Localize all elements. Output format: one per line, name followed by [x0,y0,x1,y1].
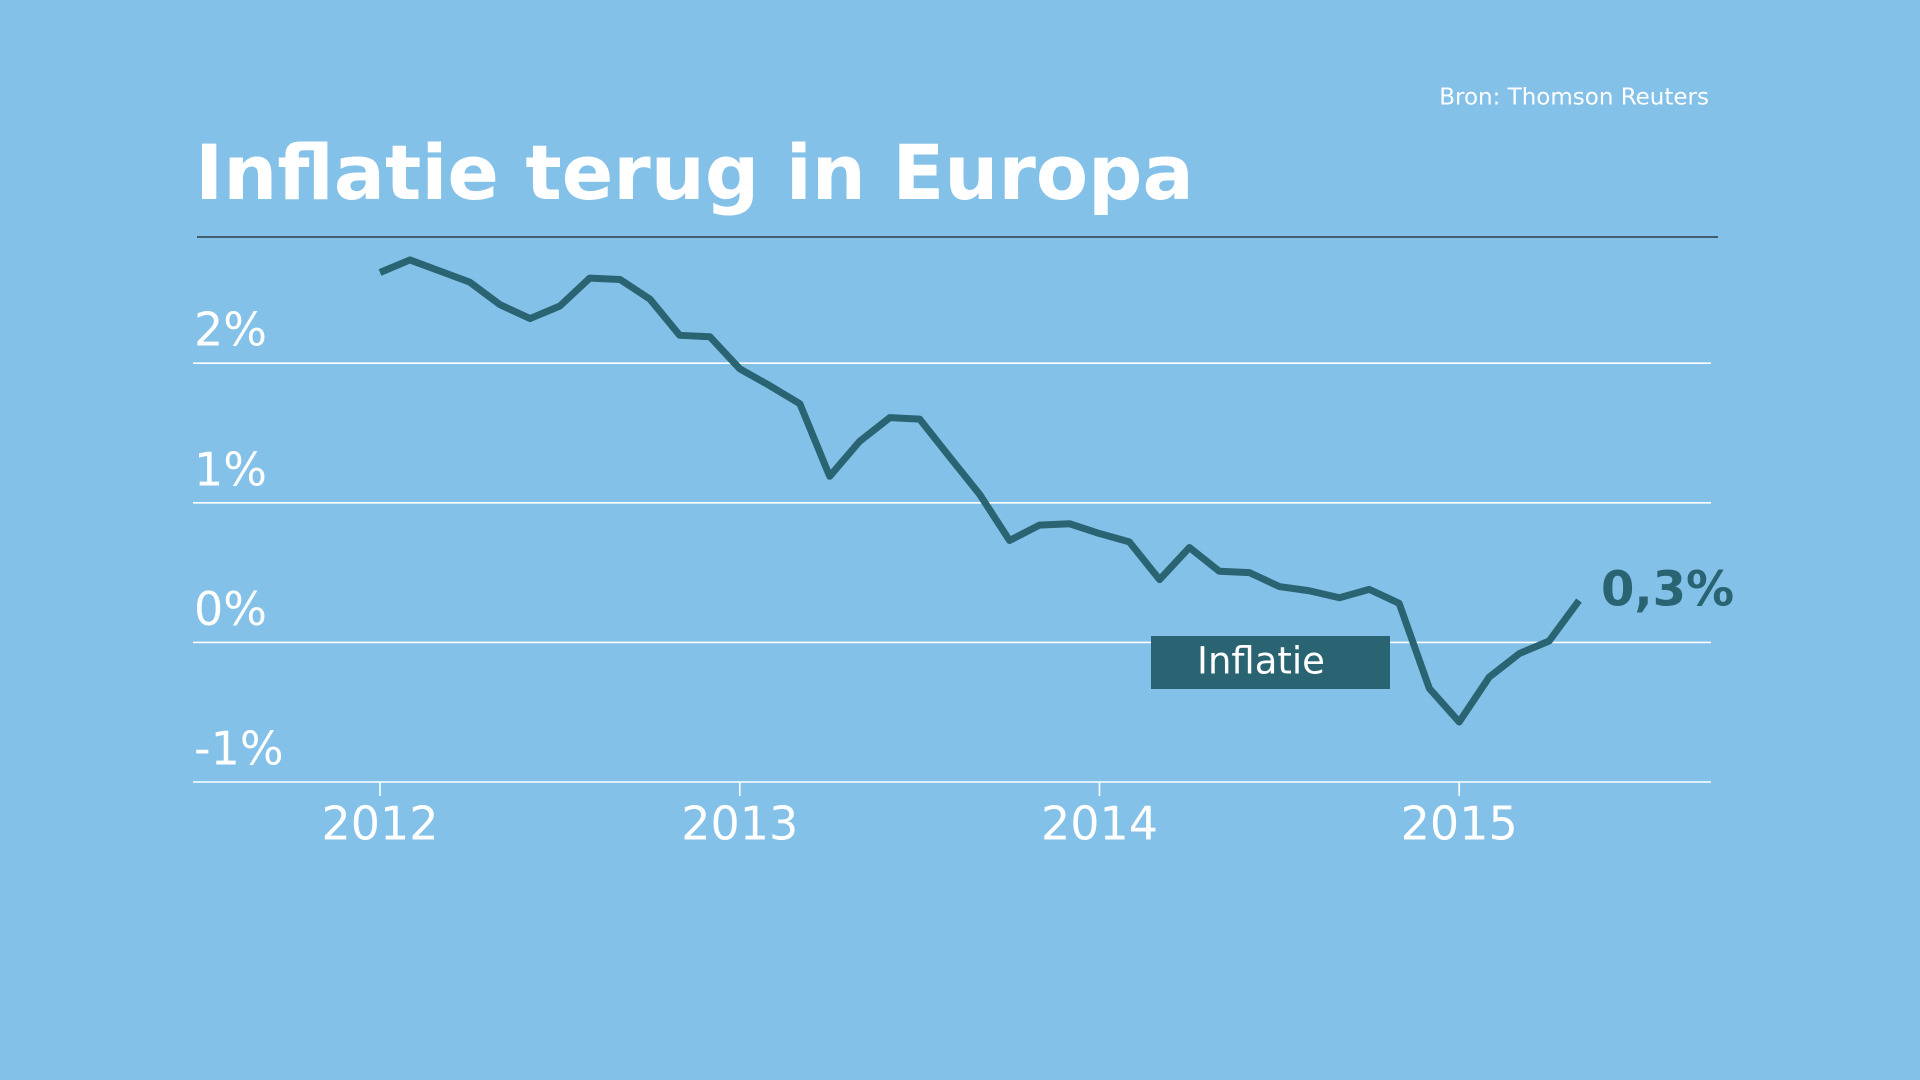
legend-box [1151,636,1390,689]
y-tick-label: 0% [194,582,267,636]
legend-label: Inflatie [1197,640,1325,683]
y-tick-label: -1% [194,722,284,776]
chart-title: Inflatie terug in Europa [195,128,1194,217]
end-label: 0,3% [1601,562,1734,618]
line [378,256,1582,726]
y-tick-label: 2% [194,303,267,357]
x-tick-label: 2012 [322,797,439,851]
x-tick-label: 2014 [1041,797,1158,851]
x-tick-label: 2015 [1401,797,1518,851]
source: Bron: Thomson Reuters [1439,85,1709,111]
y-tick-label: 1% [194,442,267,496]
x-tick-label: 2013 [681,797,798,851]
